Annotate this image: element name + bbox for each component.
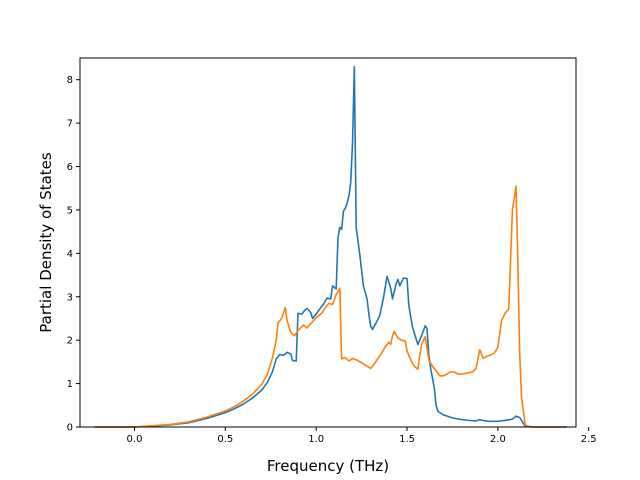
x-axis-title: Frequency (THz) (267, 457, 389, 475)
y-ticks: 0 1 2 3 4 5 6 7 8 (67, 75, 80, 434)
x-tick-label-3: 1.5 (399, 434, 415, 445)
y-tick-label-0: 0 (67, 423, 73, 434)
series-layer (94, 65, 567, 428)
x-tick-label-1: 0.5 (217, 434, 233, 445)
x-tick-label-2: 1.0 (308, 434, 324, 445)
y-tick-label-7: 7 (67, 119, 73, 130)
y-tick-label-3: 3 (67, 292, 73, 303)
y-tick-label-1: 1 (67, 379, 73, 390)
y-tick-label-8: 8 (67, 75, 73, 86)
x-ticks: 0.0 0.5 1.0 1.5 2.0 2.5 (127, 427, 597, 445)
y-tick-label-4: 4 (67, 249, 73, 260)
plot-frame (79, 57, 577, 428)
y-axis-title: Partial Density of States (37, 152, 55, 333)
series-line-1 (94, 65, 567, 428)
y-tick-label-5: 5 (67, 205, 73, 216)
x-tick-label-5: 2.5 (581, 434, 597, 445)
series-line-2 (94, 185, 567, 428)
x-tick-label-4: 2.0 (490, 434, 506, 445)
y-tick-label-6: 6 (67, 162, 73, 173)
x-tick-label-0: 0.0 (127, 434, 143, 445)
y-tick-label-2: 2 (67, 336, 73, 347)
